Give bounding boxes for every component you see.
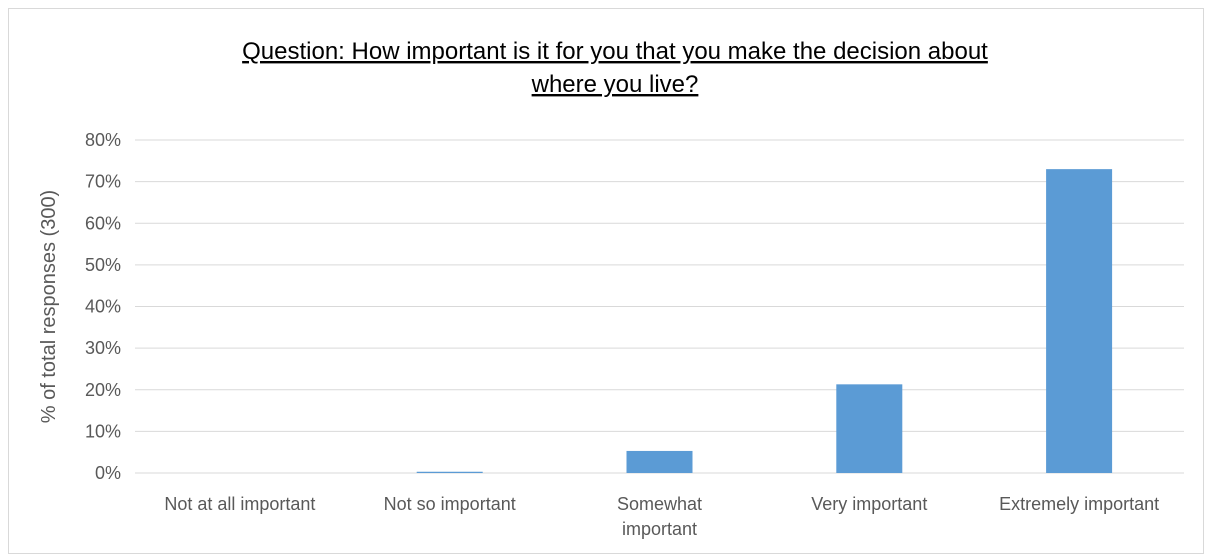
bar-chart: Question: How important is it for you th… [38, 38, 1184, 539]
x-tick-label: Not at all important [164, 494, 315, 514]
y-tick-label: 50% [85, 255, 121, 275]
x-tick-label: Not so important [384, 494, 516, 514]
bar [1046, 169, 1113, 473]
chart-title-line: Question: How important is it for you th… [242, 38, 988, 65]
y-tick-label: 60% [85, 213, 121, 233]
y-tick-label: 30% [85, 338, 121, 358]
y-axis-title: % of total responses (300) [38, 190, 60, 423]
chart-frame: Question: How important is it for you th… [8, 8, 1204, 554]
y-tick-label: 20% [85, 380, 121, 400]
bar [416, 471, 483, 473]
y-tick-label: 70% [85, 172, 121, 192]
y-tick-label: 0% [95, 463, 121, 483]
chart-title-line: where you live? [531, 71, 699, 98]
bar [836, 384, 903, 473]
y-tick-label: 80% [85, 130, 121, 150]
x-tick-label: Somewhat [617, 494, 702, 514]
x-tick-label: important [622, 519, 697, 539]
x-tick-label: Extremely important [999, 494, 1159, 514]
y-tick-label: 10% [85, 421, 121, 441]
bar [626, 450, 693, 473]
x-tick-label: Very important [811, 494, 927, 514]
y-tick-label: 40% [85, 297, 121, 317]
